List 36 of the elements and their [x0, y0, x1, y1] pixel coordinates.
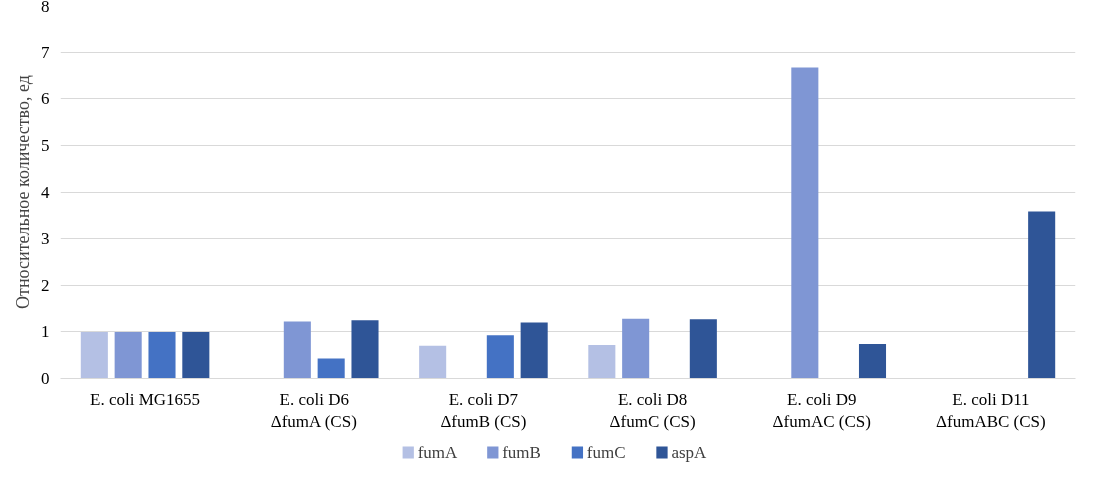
- bar: [791, 67, 819, 379]
- x-tick-label: E. coli D9 ΔfumAC (CS): [772, 389, 871, 432]
- bar: [622, 318, 650, 379]
- bar: [148, 331, 176, 379]
- x-tick-label: E. coli D7 ΔfumB (CS): [440, 389, 527, 432]
- y-tick-label: 4: [41, 182, 50, 202]
- bar: [317, 358, 345, 379]
- bar: [80, 331, 108, 379]
- y-tick-label: 2: [41, 275, 50, 295]
- bar: [283, 321, 311, 379]
- bar: [858, 344, 887, 379]
- y-axis-title: Относительное количество, ед: [13, 75, 33, 309]
- y-tick-label: 7: [41, 42, 50, 62]
- legend-label: aspA: [671, 443, 708, 462]
- legend-label: fumC: [586, 443, 626, 462]
- bar: [419, 345, 447, 379]
- bar: [486, 335, 514, 379]
- y-tick-label: 0: [41, 369, 50, 388]
- y-tick-label: 1: [41, 322, 50, 342]
- y-tick-label: 6: [41, 89, 50, 109]
- bar: [1028, 211, 1056, 379]
- bar: [114, 331, 142, 379]
- x-tick-label: E. coli MG1655: [90, 389, 201, 409]
- y-tick-label: 5: [41, 135, 50, 155]
- bar: [588, 344, 616, 379]
- y-tick-label: 3: [41, 229, 50, 249]
- bar: [520, 322, 548, 379]
- x-tick-label: E. coli D6 ΔfumA (CS): [270, 389, 357, 432]
- x-tick-label: E. coli D8 ΔfumC (CS): [609, 389, 696, 432]
- y-tick-label: 8: [41, 0, 50, 16]
- bar: [689, 319, 717, 379]
- legend-label: fumB: [502, 443, 541, 462]
- bar: [182, 331, 210, 379]
- x-tick-label: E. coli D11 ΔfumABC (CS): [936, 389, 1046, 432]
- legend-label: fumA: [417, 443, 459, 462]
- bar: [351, 320, 379, 379]
